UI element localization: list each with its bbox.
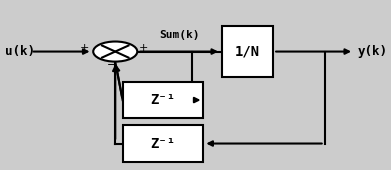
Text: 1/N: 1/N — [235, 45, 260, 58]
Text: Sum(k): Sum(k) — [159, 30, 200, 40]
Circle shape — [93, 41, 137, 62]
Text: +: + — [79, 43, 89, 53]
Text: +: + — [139, 43, 149, 53]
Text: u(k): u(k) — [5, 45, 35, 58]
Text: Z⁻¹: Z⁻¹ — [151, 93, 176, 107]
FancyBboxPatch shape — [222, 27, 273, 77]
Text: −: − — [107, 60, 116, 70]
Text: Z⁻¹: Z⁻¹ — [151, 137, 176, 150]
FancyBboxPatch shape — [123, 125, 203, 162]
Text: y(k): y(k) — [358, 45, 388, 58]
FancyBboxPatch shape — [123, 82, 203, 118]
